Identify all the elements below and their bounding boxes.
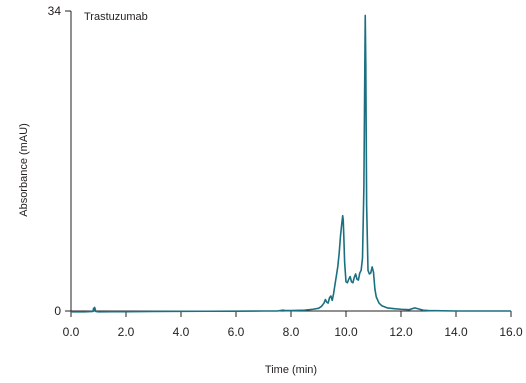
- x-tick-label: 16.0: [499, 325, 523, 339]
- y-tick-label: 0: [54, 304, 61, 318]
- x-tick-label: 0.0: [63, 325, 80, 339]
- x-tick-label: 12.0: [389, 325, 413, 339]
- x-axis-ticks: 0.0 2.0 4.0 6.0 8.0 10.0 12.0 14.0 16.0: [63, 311, 523, 339]
- x-tick-label: 4.0: [173, 325, 190, 339]
- x-tick-label: 8.0: [283, 325, 300, 339]
- axes: [70, 11, 511, 312]
- x-tick-label: 2.0: [118, 325, 135, 339]
- y-axis-label: Absorbance (mAU): [18, 123, 30, 217]
- y-tick-label: 34: [48, 4, 62, 18]
- absorbance-trace: [71, 14, 511, 313]
- x-tick-label: 14.0: [444, 325, 468, 339]
- sample-annotation: Trastuzumab: [84, 11, 148, 23]
- x-tick-label: 6.0: [228, 325, 245, 339]
- y-axis-ticks: 0 34: [48, 4, 71, 318]
- x-tick-label: 10.0: [334, 325, 358, 339]
- x-axis-label: Time (min): [265, 364, 317, 376]
